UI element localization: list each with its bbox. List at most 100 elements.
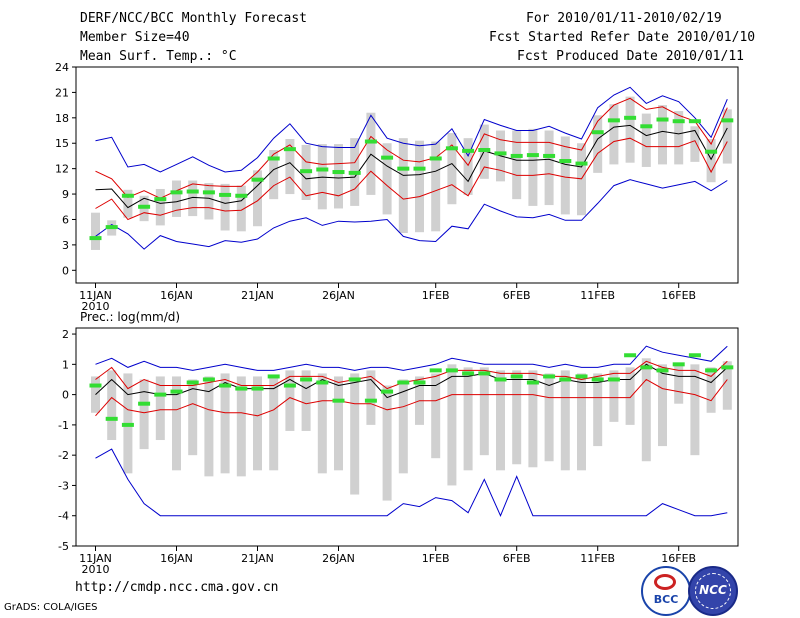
median-mark: [721, 365, 734, 370]
median-mark: [624, 115, 637, 120]
x-tick-label: 11JAN: [79, 552, 112, 565]
spread-box: [447, 133, 457, 205]
median-mark: [170, 190, 183, 195]
median-mark: [348, 170, 361, 175]
x-tick-label: 21JAN: [241, 552, 274, 565]
spread-box: [658, 364, 667, 447]
upper-line: [95, 97, 728, 199]
y-tick-label: 18: [55, 112, 69, 125]
median-mark: [89, 383, 102, 388]
median-mark: [283, 147, 296, 152]
forecast-period: For 2010/01/11-2010/02/19: [526, 11, 722, 26]
median-mark: [607, 377, 620, 382]
median-mark: [219, 192, 232, 197]
median-mark: [575, 161, 588, 166]
spread-box: [91, 212, 100, 250]
panel-2: -5 -4 -3 -2 -1 0 1 2 11JAN 16JAN 21JAN 26JAN 1FEB 6FE…: [58, 310, 739, 576]
median-mark: [397, 166, 410, 171]
x-tick-label: 1FEB: [422, 552, 450, 565]
median-mark: [656, 368, 669, 373]
spread-box: [560, 370, 570, 471]
spread-box: [674, 111, 684, 165]
median-mark: [235, 193, 248, 198]
spread-box: [593, 115, 603, 173]
spread-box: [674, 364, 684, 404]
spread-box: [463, 138, 473, 195]
spread-box: [366, 370, 376, 425]
spread-box: [139, 379, 149, 450]
median-mark: [640, 124, 653, 129]
median-mark: [510, 153, 523, 158]
spread-box: [512, 370, 522, 465]
median-mark: [656, 117, 669, 122]
median-mark: [364, 139, 377, 144]
spread-box: [172, 180, 181, 217]
x-tick-label: 21JAN: [241, 289, 274, 302]
median-mark: [235, 386, 248, 391]
spread-box: [382, 385, 392, 501]
panel-1: 0 3 6 9 12 15 18 21 24 11JAN 16JAN 21JAN 26JAN 1FEB 6F…: [55, 61, 739, 313]
spread-box: [204, 376, 214, 477]
spread-box: [625, 367, 635, 425]
spread-box: [690, 126, 700, 162]
median-mark: [672, 362, 685, 367]
spread-box: [625, 96, 635, 163]
x-tick-label: 11JAN: [79, 289, 112, 302]
median-mark: [397, 380, 410, 385]
y-tick-label: -1: [58, 419, 69, 432]
y-tick-label: 0: [62, 389, 69, 402]
x-tick-label: 6FEB: [503, 289, 531, 302]
median-mark: [705, 368, 718, 373]
y-tick-label: 24: [55, 61, 69, 74]
lower-line: [95, 137, 728, 221]
mean-line: [95, 363, 728, 399]
bcc-swirl-icon: [654, 574, 676, 590]
spread-box: [431, 373, 441, 459]
bcc-logo: BCC: [641, 566, 691, 616]
spread-box: [253, 376, 262, 471]
spread-box: [528, 128, 538, 206]
median-mark: [494, 377, 507, 382]
bcc-logo-text: BCC: [653, 593, 679, 606]
median-mark: [316, 380, 329, 385]
median-mark: [591, 377, 604, 382]
median-mark: [283, 383, 296, 388]
spread-box: [285, 370, 295, 431]
spread-box: [398, 138, 408, 234]
x-tick-label: 11FEB: [580, 552, 615, 565]
spread-box: [269, 150, 279, 200]
spread-box: [334, 144, 343, 209]
min-line: [95, 448, 728, 517]
median-mark: [413, 166, 426, 171]
spread-box: [285, 139, 295, 195]
x-tick-label: 16FEB: [661, 552, 696, 565]
median-mark: [705, 149, 718, 154]
median-mark: [591, 130, 604, 135]
x-tick-label: 16JAN: [160, 552, 193, 565]
max-line: [95, 86, 728, 173]
y-tick-label: 6: [62, 213, 69, 226]
median-mark: [672, 119, 685, 124]
year-label: 2010: [82, 300, 110, 313]
spread-box: [334, 376, 343, 471]
spread-box: [382, 143, 392, 215]
plot-frame: [75, 66, 739, 284]
median-mark: [251, 386, 264, 391]
median-mark: [607, 118, 620, 123]
median-mark: [316, 167, 329, 172]
median-mark: [381, 389, 394, 394]
source-url[interactable]: http://cmdp.ncc.cma.gov.cn: [75, 580, 279, 595]
median-mark: [543, 153, 556, 158]
max-line: [95, 345, 728, 371]
median-mark: [510, 374, 523, 379]
median-mark: [526, 153, 539, 158]
spread-box: [722, 109, 732, 164]
variable-label: Mean Surf. Temp.: °C: [80, 49, 237, 64]
spread-box: [301, 370, 311, 431]
median-mark: [721, 118, 734, 123]
spread-box: [253, 170, 262, 227]
y-tick-label: -3: [58, 479, 69, 492]
spread-box: [577, 373, 586, 471]
spread-box: [641, 113, 651, 167]
y-tick-label: 0: [62, 264, 69, 277]
